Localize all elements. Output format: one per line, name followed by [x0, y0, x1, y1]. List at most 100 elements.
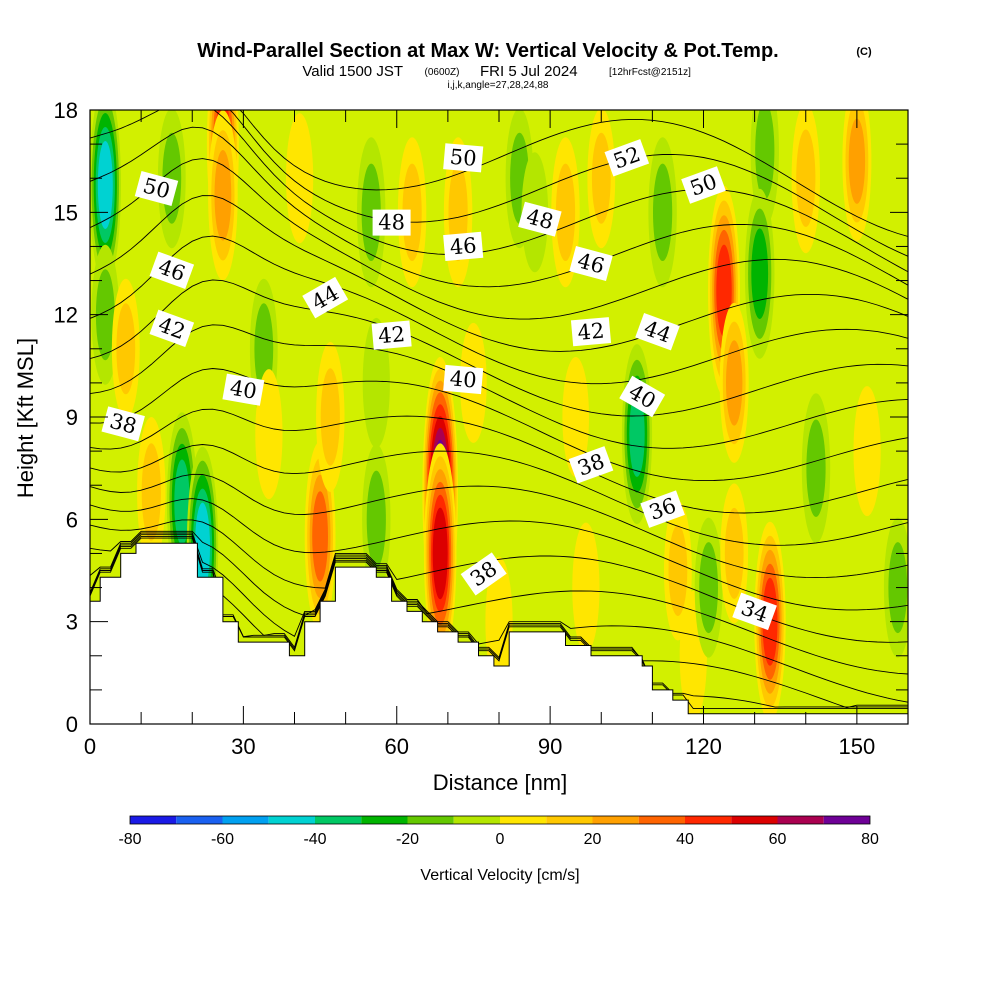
colorbar-title: Vertical Velocity [cm/s] — [420, 867, 579, 884]
colorbar-swatch — [361, 816, 408, 824]
velocity-cell — [587, 110, 616, 249]
theta-contour — [90, 473, 908, 579]
x-tick-label: 90 — [538, 734, 562, 759]
velocity-band — [214, 150, 232, 241]
theta-contour — [90, 110, 908, 273]
theta-label: 50 — [443, 143, 484, 173]
theta-label-box — [518, 201, 562, 237]
theta-label-box — [371, 320, 412, 350]
theta-label-box — [101, 406, 145, 442]
subtitle-valid: Valid 1500 JST — [302, 63, 403, 80]
velocity-cell — [423, 443, 457, 664]
velocity-cell — [853, 386, 881, 517]
theta-label-box — [604, 139, 650, 177]
theta-label-text: 40 — [449, 366, 478, 392]
velocity-cell — [90, 110, 121, 285]
chart-title: Wind-Parallel Section at Max W: Vertical… — [197, 40, 778, 62]
theta-label: 50 — [134, 171, 179, 206]
velocity-band — [562, 357, 589, 477]
theta-label-text: 42 — [377, 322, 406, 348]
y-tick-label: 0 — [66, 712, 78, 737]
y-tick-label: 9 — [66, 405, 78, 430]
velocity-cell — [137, 417, 166, 567]
x-axis: 0 30 60 90 120 150 — [84, 110, 909, 759]
colorbar-tick-label: 80 — [861, 831, 879, 848]
x-axis-label: Distance [nm] — [433, 770, 568, 795]
theta-contour — [90, 535, 908, 708]
colorbar-swatch — [823, 816, 870, 824]
theta-label-box — [732, 592, 777, 631]
theta-contour — [90, 195, 908, 352]
velocity-band — [312, 491, 328, 582]
velocity-band — [806, 419, 826, 517]
theta-label: 46 — [149, 251, 195, 290]
velocity-band — [755, 110, 775, 200]
colorbar-tick-label: 0 — [496, 831, 505, 848]
velocity-band — [653, 163, 673, 261]
theta-label-box — [570, 317, 612, 347]
velocity-band — [286, 113, 314, 244]
y-tick-label: 3 — [66, 610, 78, 635]
velocity-band — [572, 522, 600, 653]
velocity-band — [629, 391, 645, 477]
colorbar-swatch — [638, 816, 685, 824]
velocity-cell — [719, 302, 749, 463]
velocity-cell — [562, 357, 589, 477]
y-tick-label: 12 — [54, 303, 78, 328]
theta-contour — [90, 324, 908, 449]
velocity-band — [366, 470, 386, 568]
velocity-cell — [648, 137, 677, 288]
theta-label-text: 48 — [378, 211, 405, 235]
y-axis: 0 3 6 9 12 15 18 — [54, 98, 908, 737]
velocity-band — [555, 163, 576, 261]
velocity-band — [432, 507, 448, 600]
colorbar-swatch — [222, 816, 269, 824]
colorbar-tick-label: 20 — [584, 831, 602, 848]
velocity-cell — [255, 369, 283, 500]
theta-contour — [90, 158, 908, 320]
velocity-band — [141, 443, 161, 541]
subtitle-line: Valid 1500 JST (0600Z) FRI 5 Jul 2024 [1… — [302, 63, 691, 80]
theta-contour — [239, 110, 908, 237]
colorbar-frame — [129, 815, 871, 825]
theta-label-box — [640, 490, 685, 528]
velocity-cell — [316, 342, 345, 492]
velocity-cell — [694, 517, 723, 658]
theta-label-box — [149, 251, 195, 290]
colorbar-swatch — [130, 816, 177, 824]
colorbar-swatch — [685, 816, 732, 824]
theta-label-box — [222, 373, 265, 406]
velocity-band — [699, 542, 718, 634]
theta-label: 48 — [372, 209, 411, 236]
terrain-mask — [90, 542, 908, 724]
theta-label-box — [443, 231, 484, 262]
theta-contour — [90, 534, 908, 709]
colorbar-tick-label: -80 — [118, 831, 141, 848]
y-tick-label: 18 — [54, 98, 78, 123]
subtitle-forecast: [12hrFcst@2151z] — [609, 67, 691, 78]
theta-label: 40 — [443, 364, 484, 395]
velocity-band — [853, 386, 881, 517]
velocity-cell — [883, 517, 908, 658]
colorbar-swatch — [315, 816, 362, 824]
velocity-cell — [842, 110, 872, 242]
theta-contour — [90, 368, 908, 482]
subtitle-date: FRI 5 Jul 2024 — [480, 63, 578, 80]
theta-contour — [90, 537, 908, 710]
x-tick-label: 120 — [685, 734, 722, 759]
velocity-cell — [572, 522, 600, 653]
theta-label-box — [635, 312, 680, 351]
colorbar-tick-label: -60 — [211, 831, 234, 848]
y-tick-label: 15 — [54, 200, 78, 225]
theta-label-box — [568, 446, 614, 484]
colorbar-swatch — [268, 816, 315, 824]
y-axis-label: Height [Kft MSL] — [13, 338, 38, 498]
velocity-band — [724, 507, 744, 599]
subtitle-utc: (0600Z) — [424, 67, 459, 78]
theta-contour — [90, 498, 908, 611]
theta-label-box — [372, 209, 411, 236]
theta-label: 42 — [570, 317, 612, 347]
theta-label-box — [149, 309, 195, 348]
